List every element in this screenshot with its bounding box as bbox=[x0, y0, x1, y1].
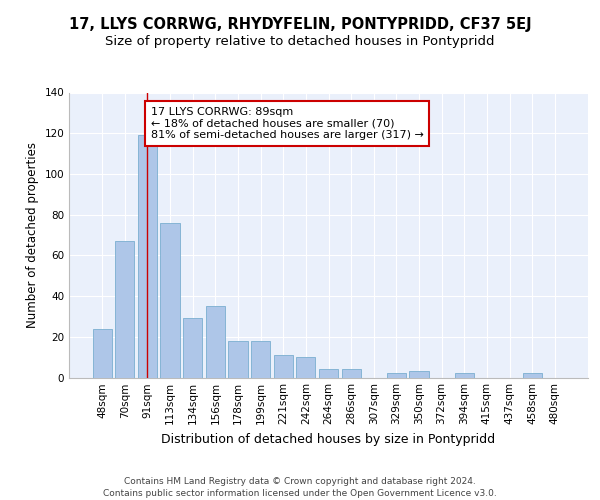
Bar bbox=[138, 135, 157, 378]
Text: Size of property relative to detached houses in Pontypridd: Size of property relative to detached ho… bbox=[105, 35, 495, 48]
Bar bbox=[92, 328, 112, 378]
Bar bbox=[319, 370, 338, 378]
Bar bbox=[251, 341, 270, 378]
Text: Contains HM Land Registry data © Crown copyright and database right 2024.
Contai: Contains HM Land Registry data © Crown c… bbox=[103, 476, 497, 498]
Bar bbox=[160, 223, 180, 378]
Bar bbox=[183, 318, 202, 378]
Bar bbox=[523, 374, 542, 378]
X-axis label: Distribution of detached houses by size in Pontypridd: Distribution of detached houses by size … bbox=[161, 433, 496, 446]
Bar bbox=[296, 357, 316, 378]
Bar bbox=[387, 374, 406, 378]
Bar bbox=[229, 341, 248, 378]
Bar bbox=[455, 374, 474, 378]
Bar bbox=[409, 372, 428, 378]
Bar bbox=[274, 355, 293, 378]
Text: 17 LLYS CORRWG: 89sqm
← 18% of detached houses are smaller (70)
81% of semi-deta: 17 LLYS CORRWG: 89sqm ← 18% of detached … bbox=[151, 107, 424, 140]
Bar bbox=[206, 306, 225, 378]
Text: 17, LLYS CORRWG, RHYDYFELIN, PONTYPRIDD, CF37 5EJ: 17, LLYS CORRWG, RHYDYFELIN, PONTYPRIDD,… bbox=[68, 18, 532, 32]
Y-axis label: Number of detached properties: Number of detached properties bbox=[26, 142, 39, 328]
Bar bbox=[115, 241, 134, 378]
Bar bbox=[341, 370, 361, 378]
